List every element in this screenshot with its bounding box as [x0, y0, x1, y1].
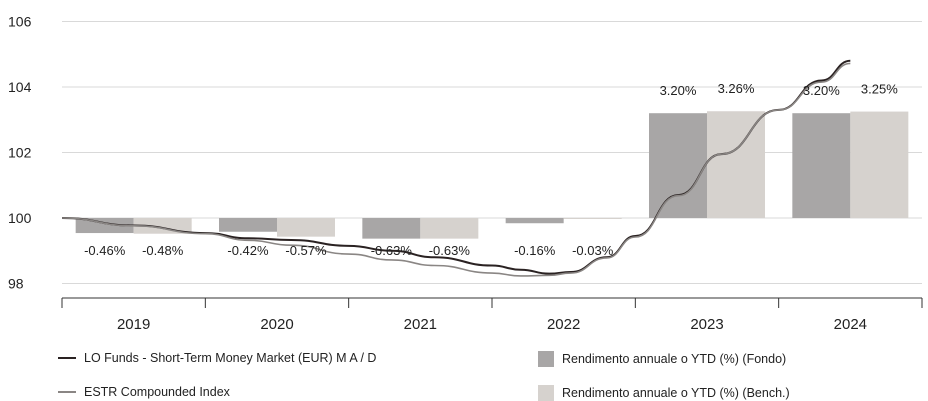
data-label-bench-2023: 3.26%	[718, 81, 755, 96]
data-label-fondo-2023: 3.20%	[660, 83, 697, 98]
bar-fondo-2022	[505, 218, 564, 224]
x-tick-label: 2022	[547, 316, 580, 333]
bars	[75, 111, 909, 239]
series-line-estr	[61, 62, 851, 277]
bar-bench-2024	[850, 111, 909, 218]
data-label-bench-2021: -0.63%	[429, 243, 471, 258]
bar-fondo-2021	[362, 218, 421, 239]
x-tick-label: 2020	[260, 316, 293, 333]
data-label-fondo-2022: -0.16%	[514, 243, 556, 258]
bar-bench-2023	[707, 111, 765, 218]
series-lines	[61, 59, 851, 277]
data-label-bench-2019: -0.48%	[142, 243, 184, 258]
y-tick-label: 104	[8, 79, 32, 95]
data-label-fondo-2024: 3.20%	[803, 83, 840, 98]
y-tick-label: 106	[8, 14, 32, 30]
bar-bench-2020	[277, 218, 335, 237]
data-label-fondo-2021: -0.63%	[371, 243, 413, 258]
x-axis: 2019 2020 2021 2022 2023 2024	[61, 297, 923, 333]
bar-fondo-2024	[792, 113, 851, 218]
y-tick-label: 100	[8, 210, 32, 226]
gridlines	[62, 21, 922, 284]
data-label-bench-2020: -0.57%	[285, 243, 327, 258]
x-tick-label: 2021	[404, 316, 437, 333]
bar-bench-2021	[420, 218, 479, 239]
x-tick-label: 2024	[834, 316, 867, 333]
y-tick-label: 98	[8, 276, 24, 292]
bar-fondo-2023	[649, 113, 707, 218]
bar-fondo-2019	[75, 218, 134, 234]
bar-fondo-2020	[219, 218, 277, 232]
x-tick-label: 2019	[117, 316, 150, 333]
data-label-fondo-2019: -0.46%	[84, 243, 126, 258]
y-tick-label: 102	[8, 145, 32, 161]
data-labels: -0.46% -0.48% -0.42% -0.57% -0.63% -0.63% -0.1…	[84, 81, 898, 258]
x-tick-label: 2023	[690, 316, 723, 333]
bar-bench-2022	[563, 218, 622, 219]
data-label-bench-2024: 3.25%	[861, 82, 898, 97]
data-label-fondo-2020: -0.42%	[227, 243, 269, 258]
data-label-bench-2022: -0.03%	[572, 243, 614, 258]
y-tick-labels: 98 100 102 104 106	[8, 14, 32, 292]
